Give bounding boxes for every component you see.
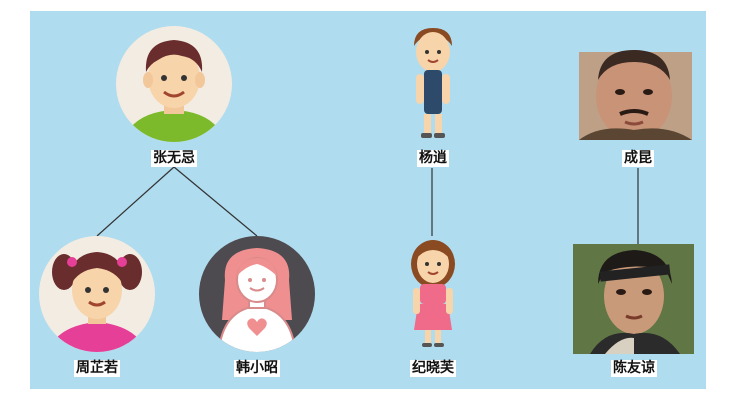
node-label-chen-youliang: 陈友谅	[611, 360, 657, 377]
node-label-ji-xiaofu: 纪晓芙	[410, 360, 456, 377]
node-label-yang-xiao: 杨逍	[417, 150, 449, 167]
edge-zhangwuji-zhouzhiruo	[96, 166, 175, 237]
boy-figure-icon[interactable]	[414, 28, 452, 138]
edge-zhangwuji-hanxiaozhao	[173, 166, 258, 237]
girl-figure-icon[interactable]	[411, 240, 455, 347]
boy-avatar-icon[interactable]	[116, 26, 232, 150]
node-label-zhou-zhiruo: 周芷若	[74, 360, 120, 377]
girl-pigtails-avatar-icon[interactable]	[39, 236, 155, 360]
node-label-zhang-wuji: 张无忌	[151, 150, 197, 167]
node-label-cheng-kun: 成昆	[622, 150, 654, 167]
node-label-han-xiaozhao: 韩小昭	[234, 360, 280, 377]
headband-man-photo-portrait[interactable]	[573, 244, 694, 354]
woman-heart-shirt-icon[interactable]	[199, 236, 315, 360]
man-photo-portrait[interactable]	[579, 50, 692, 140]
